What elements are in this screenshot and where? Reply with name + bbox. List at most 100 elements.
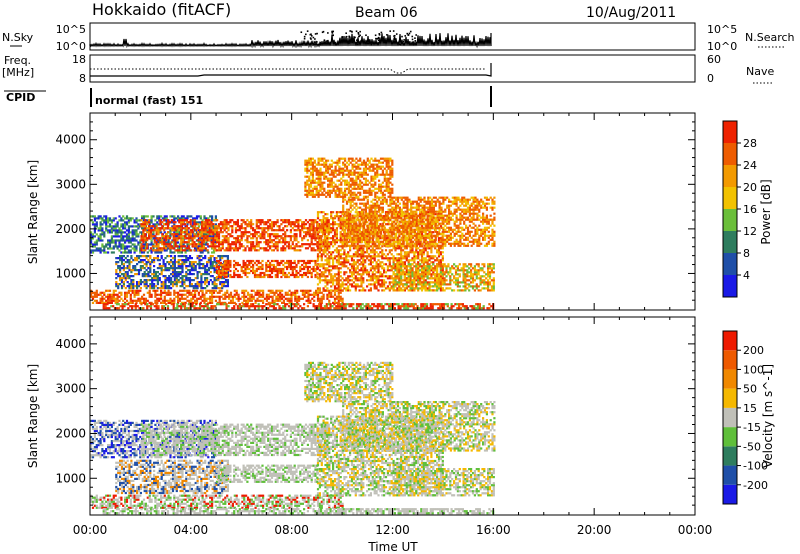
backscatter-cell: [316, 211, 320, 214]
backscatter-cell: [206, 221, 209, 224]
backscatter-cell: [362, 259, 365, 262]
backscatter-cell: [488, 303, 491, 306]
backscatter-cell: [192, 233, 195, 236]
backscatter-cell: [286, 293, 289, 296]
backscatter-cell: [199, 241, 202, 244]
backscatter-cell: [374, 218, 377, 221]
backscatter-cell: [381, 208, 384, 211]
backscatter-cell: [337, 217, 340, 220]
backscatter-cell: [122, 237, 125, 240]
backscatter-cell: [270, 241, 274, 244]
backscatter-cell: [105, 215, 108, 218]
backscatter-cell: [314, 221, 317, 224]
backscatter-cell: [201, 219, 204, 222]
backscatter-cell: [242, 303, 245, 306]
backscatter-cell: [320, 265, 323, 268]
backscatter-cell: [362, 287, 365, 290]
backscatter-cell: [217, 249, 221, 252]
backscatter-cell: [335, 223, 338, 226]
backscatter-cell: [429, 305, 432, 308]
nsearch-dot: [327, 42, 329, 45]
backscatter-cell: [347, 200, 350, 203]
backscatter-cell: [191, 243, 194, 246]
backscatter-cell: [93, 245, 96, 248]
backscatter-cell: [301, 223, 304, 226]
backscatter-cell: [431, 303, 434, 306]
backscatter-cell: [318, 251, 321, 254]
backscatter-cell: [166, 237, 170, 240]
backscatter-cell: [420, 265, 424, 268]
backscatter-cell: [446, 303, 449, 306]
backscatter-cell: [314, 307, 317, 310]
backscatter-cell: [156, 293, 159, 296]
backscatter-cell: [105, 229, 108, 232]
backscatter-cell: [260, 295, 263, 298]
backscatter-cell: [386, 229, 389, 232]
backscatter-cell: [153, 235, 156, 238]
backscatter-cell: [174, 221, 177, 224]
backscatter-cell: [374, 204, 377, 207]
backscatter-cell: [250, 227, 253, 230]
backscatter-cell: [354, 275, 357, 278]
backscatter-cell: [187, 307, 190, 310]
backscatter-cell: [442, 303, 446, 306]
backscatter-cell: [118, 295, 121, 298]
backscatter-cell: [372, 198, 375, 201]
backscatter-cell: [337, 287, 340, 290]
backscatter-cell: [284, 303, 287, 306]
nsearch-dot: [312, 36, 315, 39]
backscatter-cell: [250, 249, 253, 252]
backscatter-cell: [271, 299, 274, 302]
backscatter-cell: [291, 235, 294, 238]
backscatter-cell: [343, 283, 346, 286]
backscatter-cell: [422, 307, 425, 310]
backscatter-cell: [344, 303, 347, 306]
backscatter-cell: [99, 297, 102, 300]
nsearch-dot: [357, 33, 360, 35]
backscatter-cell: [169, 231, 172, 234]
backscatter-cell: [368, 206, 371, 209]
backscatter-cell: [257, 307, 260, 310]
backscatter-cell: [333, 231, 337, 234]
freq-frame: [89, 54, 696, 83]
backscatter-cell: [359, 220, 362, 223]
backscatter-cell: [191, 231, 194, 234]
backscatter-cell: [384, 303, 387, 306]
backscatter-cell: [410, 305, 413, 308]
backscatter-cell: [369, 245, 372, 248]
backscatter-cell: [360, 279, 363, 282]
backscatter-cell: [383, 230, 386, 233]
backscatter-cell: [378, 244, 381, 247]
backscatter-cell: [324, 269, 327, 272]
backscatter-cell: [231, 219, 234, 222]
backscatter-cell: [197, 229, 200, 232]
backscatter-cell: [419, 283, 422, 286]
backscatter-cell: [202, 241, 205, 244]
backscatter-cell: [398, 263, 401, 266]
backscatter-cell: [246, 231, 249, 234]
backscatter-cell: [110, 301, 113, 304]
backscatter-cell: [293, 233, 296, 236]
backscatter-cell: [328, 245, 331, 248]
backscatter-cell: [294, 293, 297, 296]
backscatter-cell: [349, 232, 352, 235]
backscatter-cell: [120, 293, 123, 296]
backscatter-cell: [374, 210, 377, 213]
backscatter-cell: [364, 251, 367, 254]
nsearch-dot: [314, 38, 316, 40]
backscatter-cell: [180, 239, 183, 242]
backscatter-cell: [120, 245, 123, 248]
backscatter-cell: [144, 245, 147, 248]
backscatter-cell: [131, 247, 134, 250]
backscatter-cell: [216, 235, 219, 238]
backscatter-cell: [312, 305, 315, 308]
backscatter-cell: [270, 233, 274, 236]
backscatter-cell: [120, 297, 123, 300]
backscatter-cell: [344, 238, 347, 241]
backscatter-cell: [396, 221, 399, 224]
backscatter-cell: [191, 305, 194, 308]
backscatter-cell: [424, 231, 427, 234]
backscatter-cell: [146, 239, 149, 242]
backscatter-cell: [269, 235, 272, 238]
backscatter-cell: [107, 219, 110, 222]
